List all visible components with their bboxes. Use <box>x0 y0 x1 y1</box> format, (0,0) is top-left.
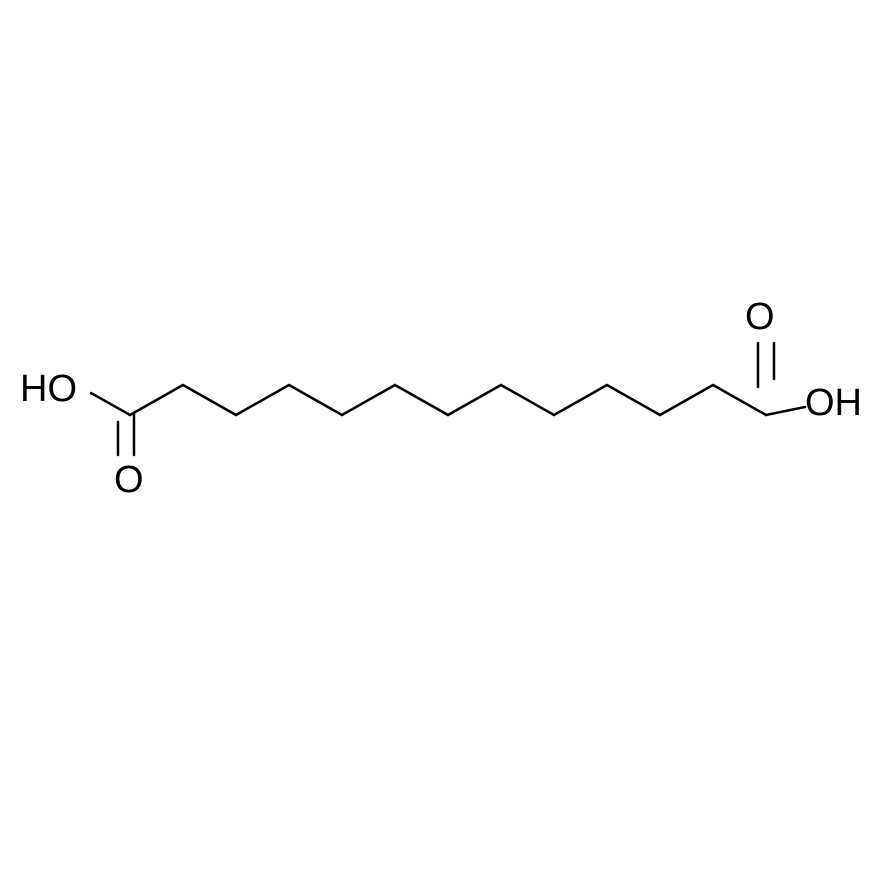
chemical-structure-svg <box>0 0 890 890</box>
label-left-o: O <box>114 459 144 502</box>
label-left-oh: HO <box>20 368 77 411</box>
label-right-oh: OH <box>805 382 862 425</box>
label-right-o: O <box>745 296 775 339</box>
